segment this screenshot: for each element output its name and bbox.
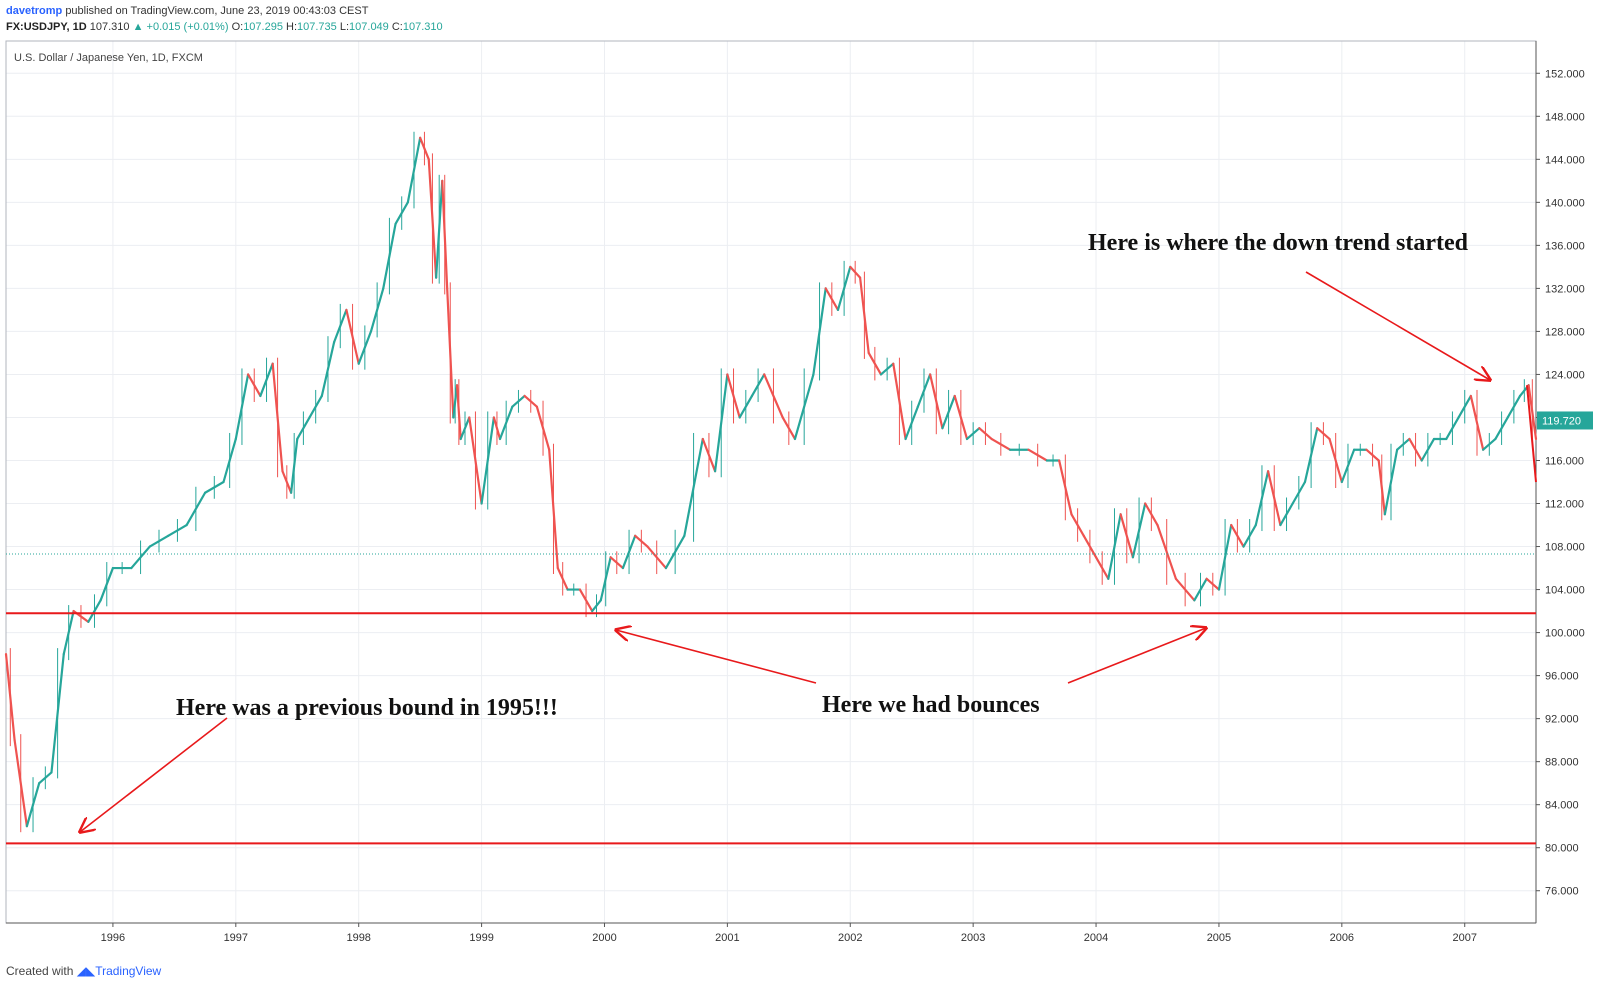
price-series	[4, 131, 1538, 833]
high-label: H:	[286, 21, 298, 33]
y-tick-label: 96.000	[1545, 671, 1579, 683]
x-tick-label: 2005	[1207, 932, 1231, 944]
axis-ticks: 152.000 148.000 144.000 140.000 136.000 132.0…	[101, 68, 1585, 944]
x-tick-label: 2003	[961, 932, 985, 944]
symbol-label: FX:USDJPY, 1D	[6, 21, 87, 33]
y-tick-label: 152.000	[1545, 68, 1585, 80]
y-tick-label: 80.000	[1545, 843, 1579, 855]
current-price-tag: 119.720	[1537, 411, 1593, 430]
ohlc-legend: FX:USDJPY, 1D 107.310 ▲ +0.015 (+0.01%) …	[6, 21, 443, 33]
tradingview-logo-icon: ◢◣	[76, 964, 96, 978]
up-arrow-icon: ▲	[132, 21, 144, 33]
y-tick-label: 136.000	[1545, 240, 1585, 252]
y-tick-label: 88.000	[1545, 757, 1579, 769]
y-tick-label: 140.000	[1545, 197, 1585, 209]
y-tick-label: 100.000	[1545, 628, 1585, 640]
y-tick-label: 144.000	[1545, 154, 1585, 166]
close-label: C:	[391, 21, 403, 33]
high-value: 107.735	[297, 21, 337, 33]
y-tick-label: 124.000	[1545, 369, 1585, 381]
annotation-arrow	[80, 717, 228, 832]
x-tick-label: 1998	[346, 932, 370, 944]
current-price-badge	[1537, 411, 1593, 430]
support-lines	[6, 553, 1536, 845]
annotation-previous-bound: Here was a previous bound in 1995!!!	[176, 695, 558, 721]
last-price: 107.310	[89, 21, 130, 33]
annotation-arrows	[80, 271, 1537, 832]
created-with-label: Created with	[6, 964, 74, 978]
y-tick-label: 132.000	[1545, 283, 1585, 295]
annotation-arrow	[1305, 271, 1490, 380]
x-tick-label: 2000	[592, 932, 616, 944]
x-tick-label: 2006	[1330, 932, 1354, 944]
author-link[interactable]: davetromp	[6, 5, 63, 17]
low-label: L:	[339, 21, 350, 33]
publish-info: davetromp published on TradingView.com, …	[6, 5, 368, 17]
y-tick-label: 92.000	[1545, 714, 1579, 726]
y-tick-label: 76.000	[1545, 886, 1579, 898]
y-tick-label: 108.000	[1545, 542, 1585, 554]
x-tick-label: 1996	[101, 932, 125, 944]
open-value: 107.295	[243, 21, 283, 33]
annotation-bounces: Here we had bounces	[822, 692, 1040, 718]
low-value: 107.049	[349, 21, 389, 33]
close-value: 107.310	[402, 21, 443, 33]
x-tick-label: 2004	[1084, 932, 1108, 944]
footer: Created with ◢◣TradingView	[6, 964, 161, 978]
y-tick-label: 112.000	[1545, 499, 1584, 511]
y-tick-label: 104.000	[1545, 585, 1585, 597]
open-label: O:	[231, 21, 244, 33]
x-tick-label: 1999	[469, 932, 493, 944]
y-tick-label: 116.000	[1545, 455, 1584, 467]
x-tick-label: 1997	[224, 932, 248, 944]
annotation-down-trend: Here is where the down trend started	[1088, 230, 1469, 256]
annotation-arrow	[616, 630, 817, 684]
y-tick-label: 84.000	[1545, 800, 1579, 812]
x-tick-label: 2001	[715, 932, 739, 944]
tradingview-brand[interactable]: TradingView	[95, 964, 162, 978]
x-tick-label: 2002	[838, 932, 862, 944]
chart-title: U.S. Dollar / Japanese Yen, 1D, FXCM	[14, 52, 203, 64]
price-change: +0.015 (+0.01%)	[146, 21, 229, 33]
trend-line	[1526, 385, 1537, 483]
current-price-text: 119.720	[1542, 415, 1581, 427]
annotation-arrow	[1067, 628, 1206, 684]
grid	[6, 41, 1536, 923]
publish-date: published on TradingView.com, June 23, 2…	[65, 5, 369, 17]
y-tick-label: 148.000	[1545, 111, 1585, 123]
y-tick-label: 128.000	[1545, 326, 1585, 338]
x-tick-label: 2007	[1452, 932, 1476, 944]
